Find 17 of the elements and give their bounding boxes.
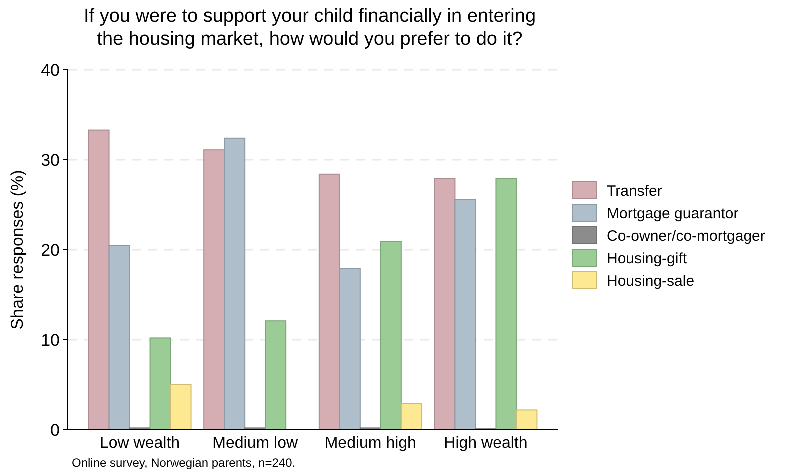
y-tick-label: 10 — [41, 331, 60, 350]
legend-label: Housing-gift — [607, 250, 688, 268]
x-tick-label: Medium high — [324, 435, 416, 452]
text: Online survey, Norwegian parents, n=240. — [72, 456, 296, 470]
x-tick-label: Medium low — [212, 435, 298, 452]
y-tick-label: 30 — [41, 151, 60, 170]
legend-label: Transfer — [607, 183, 662, 200]
x-tick-label: High wealth — [444, 435, 528, 452]
x-tick-label: Low wealth — [100, 435, 180, 452]
chart-title: If you were to support your child financially in entering the housing market, how would you prefer to do it? — [84, 6, 536, 50]
legend-label: Co-owner/co-mortgager — [607, 228, 766, 245]
legend-label: Housing-sale — [607, 273, 695, 290]
y-tick-label: 0 — [50, 421, 60, 440]
y-tick-label: 40 — [41, 61, 60, 80]
y-tick-label: 20 — [41, 241, 60, 260]
y-axis-title: Share responses (%) — [8, 170, 27, 330]
legend-label: Mortgage guarantor — [607, 206, 739, 222]
